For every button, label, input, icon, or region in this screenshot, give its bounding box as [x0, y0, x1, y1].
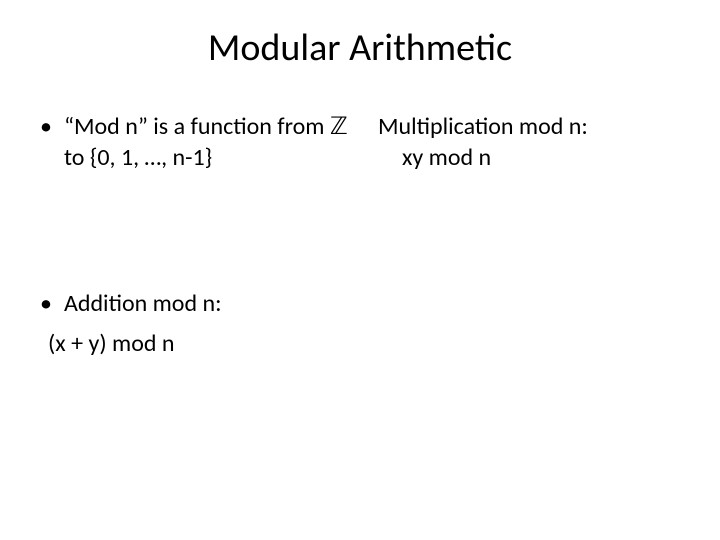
multiplication-heading: Multiplication mod n:	[378, 111, 680, 142]
bullet-marker: •	[40, 111, 52, 142]
bullet-text-2: Addition mod n:	[64, 288, 222, 319]
left-column: • “Mod n” is a function from ℤ to {0, 1,…	[40, 111, 360, 359]
right-column: Multiplication mod n: xy mod n	[360, 111, 680, 359]
section-addition: • Addition mod n: (x + y) mod n	[40, 288, 350, 358]
multiplication-expression: xy mod n	[402, 142, 680, 173]
addition-expression: (x + y) mod n	[48, 328, 350, 359]
bullet-marker: •	[40, 288, 52, 319]
content-area: • “Mod n” is a function from ℤ to {0, 1,…	[40, 111, 680, 359]
bullet-item-1: • “Mod n” is a function from ℤ to {0, 1,…	[40, 111, 350, 173]
slide-container: Modular Arithmetic • “Mod n” is a functi…	[0, 0, 720, 540]
bullet-text-1: “Mod n” is a function from ℤ to {0, 1, ……	[64, 111, 350, 173]
slide-title: Modular Arithmetic	[40, 25, 680, 71]
bullet-item-2: • Addition mod n:	[40, 288, 350, 319]
